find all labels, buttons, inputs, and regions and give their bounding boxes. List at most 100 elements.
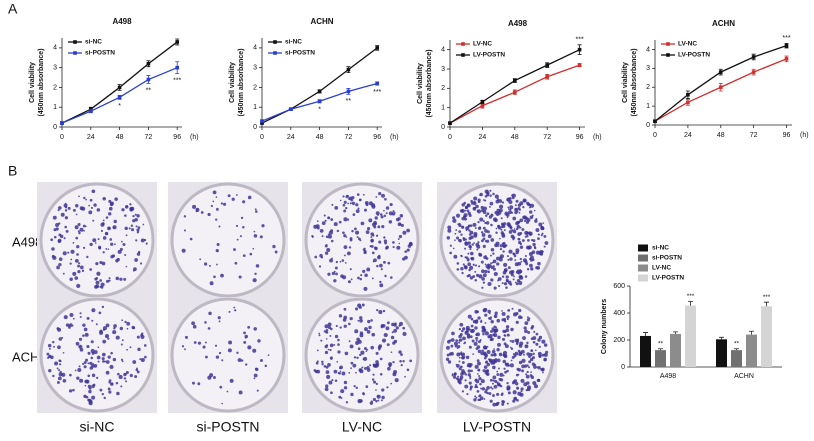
colony	[69, 373, 72, 377]
colony	[132, 326, 136, 330]
colony	[472, 353, 475, 355]
colony	[499, 244, 503, 248]
colony	[253, 373, 258, 378]
point	[175, 40, 179, 44]
colony	[455, 213, 461, 218]
colony	[121, 360, 124, 363]
colony	[532, 352, 535, 356]
legend-label: LV-POSTN	[652, 275, 684, 282]
legend-label: LV-POSTN	[678, 52, 710, 59]
colony	[100, 222, 105, 227]
point	[89, 109, 93, 113]
colony	[533, 330, 536, 333]
colony	[105, 370, 110, 375]
colony	[99, 260, 103, 265]
colony	[473, 231, 478, 237]
colony	[341, 259, 345, 262]
colony	[252, 348, 257, 353]
colony	[530, 375, 535, 380]
colony	[504, 370, 507, 374]
colony	[327, 322, 332, 327]
colony	[58, 372, 63, 377]
colony	[515, 199, 519, 203]
colony	[543, 357, 547, 362]
colony	[486, 345, 489, 348]
significance: ***	[173, 77, 181, 84]
colony	[466, 393, 469, 396]
colony	[70, 249, 75, 254]
colony	[327, 272, 331, 276]
colony	[490, 278, 494, 282]
x-tick-label: ACHN	[734, 373, 754, 380]
colony	[381, 338, 387, 343]
colony	[86, 316, 90, 320]
colony	[101, 261, 106, 266]
colony	[325, 384, 329, 388]
colony	[362, 269, 366, 273]
colony	[479, 320, 483, 323]
y-tick-label: 1	[253, 104, 257, 111]
colony	[88, 389, 92, 394]
colony	[370, 239, 374, 243]
colony	[538, 222, 543, 227]
colony	[355, 341, 360, 345]
colony	[528, 355, 531, 358]
colony	[253, 377, 256, 380]
colony	[78, 195, 80, 198]
colony	[355, 230, 360, 235]
colony	[214, 344, 218, 347]
colony	[464, 256, 467, 259]
colony	[492, 379, 495, 382]
colony	[480, 260, 484, 264]
colony	[216, 242, 220, 247]
colony	[528, 360, 532, 364]
colony	[74, 225, 79, 230]
colony	[89, 198, 93, 202]
colony	[108, 279, 111, 282]
y-tick-label: 3	[441, 66, 445, 73]
colony	[402, 326, 406, 330]
colony	[460, 351, 463, 354]
colony	[406, 368, 410, 372]
colony	[492, 361, 496, 365]
x-tick-label: 72	[345, 134, 353, 141]
colony	[377, 214, 379, 216]
colony	[128, 227, 131, 230]
colony	[470, 369, 473, 373]
colony	[447, 228, 452, 233]
colony	[377, 225, 381, 229]
colony	[489, 201, 494, 206]
colony	[344, 262, 347, 264]
colony	[453, 375, 457, 379]
colony	[74, 369, 77, 372]
x-tick-label: 0	[260, 134, 264, 141]
colony	[222, 202, 227, 206]
colony	[514, 211, 518, 215]
colony	[519, 218, 524, 223]
colony	[103, 396, 106, 400]
colony	[238, 275, 242, 279]
colony	[388, 211, 393, 216]
colony	[487, 234, 492, 239]
colony	[404, 250, 408, 254]
colony	[125, 371, 129, 375]
colony	[376, 362, 380, 366]
colony	[458, 222, 461, 225]
y-tick-label: 3	[253, 65, 257, 72]
colony	[470, 324, 474, 328]
colony	[105, 279, 109, 283]
dish	[170, 182, 286, 298]
colony	[393, 323, 397, 327]
colony	[359, 277, 363, 281]
colony	[371, 222, 377, 227]
colony	[57, 209, 60, 212]
colony	[349, 344, 354, 349]
colony	[110, 351, 113, 355]
colony	[531, 362, 536, 366]
colony	[469, 248, 472, 251]
colony	[316, 349, 319, 352]
colony	[399, 360, 402, 363]
colony	[333, 343, 336, 346]
colony	[454, 239, 456, 241]
colony	[498, 237, 501, 240]
